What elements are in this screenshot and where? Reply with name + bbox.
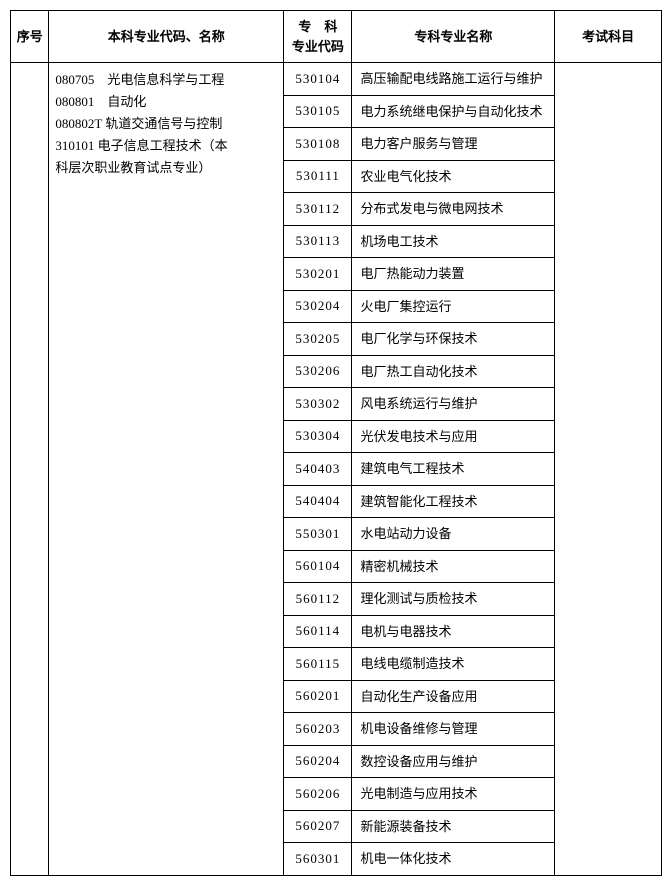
specialty-code: 530201	[284, 258, 352, 291]
specialty-code: 530113	[284, 225, 352, 258]
specialty-name: 电厂热能动力装置	[352, 258, 555, 291]
specialty-name: 机电一体化技术	[352, 843, 555, 876]
specialty-name: 高压输配电线路施工运行与维护	[352, 63, 555, 96]
specialty-code: 530108	[284, 128, 352, 161]
specialty-name: 机场电工技术	[352, 225, 555, 258]
specialty-name: 水电站动力设备	[352, 518, 555, 551]
specialty-code: 560204	[284, 745, 352, 778]
specialty-name: 建筑智能化工程技术	[352, 485, 555, 518]
specialty-name: 光伏发电技术与应用	[352, 420, 555, 453]
bachelor-line: 310101 电子信息工程技术（本	[55, 135, 277, 157]
specialty-code: 530104	[284, 63, 352, 96]
specialty-code: 540403	[284, 453, 352, 486]
table-row: 080705 光电信息科学与工程080801 自动化080802T 轨道交通信号…	[11, 63, 662, 96]
specialty-name: 电厂化学与环保技术	[352, 323, 555, 356]
specialty-name: 理化测试与质检技术	[352, 583, 555, 616]
specialty-code: 560203	[284, 713, 352, 746]
specialty-code: 550301	[284, 518, 352, 551]
specialty-name: 电线电缆制造技术	[352, 648, 555, 681]
specialty-code: 530111	[284, 160, 352, 193]
specialty-code: 560104	[284, 550, 352, 583]
specialty-code: 560114	[284, 615, 352, 648]
table-header-row: 序号 本科专业代码、名称 专 科 专业代码 专科专业名称 考试科目	[11, 11, 662, 63]
specialty-name: 光电制造与应用技术	[352, 778, 555, 811]
specialty-name: 建筑电气工程技术	[352, 453, 555, 486]
specialty-code: 530302	[284, 388, 352, 421]
specialty-code: 560206	[284, 778, 352, 811]
major-mapping-table: 序号 本科专业代码、名称 专 科 专业代码 专科专业名称 考试科目 080705…	[10, 10, 662, 876]
specialty-code: 560301	[284, 843, 352, 876]
specialty-code: 540404	[284, 485, 352, 518]
exam-cell	[555, 63, 662, 876]
specialty-name: 风电系统运行与维护	[352, 388, 555, 421]
specialty-code: 530105	[284, 95, 352, 128]
specialty-code: 530304	[284, 420, 352, 453]
specialty-name: 电机与电器技术	[352, 615, 555, 648]
specialty-name: 火电厂集控运行	[352, 290, 555, 323]
specialty-code: 530204	[284, 290, 352, 323]
specialty-code: 560201	[284, 680, 352, 713]
specialty-name: 数控设备应用与维护	[352, 745, 555, 778]
specialty-name: 农业电气化技术	[352, 160, 555, 193]
bachelor-line: 科层次职业教育试点专业）	[55, 157, 277, 179]
header-code: 专 科 专业代码	[284, 11, 352, 63]
bachelor-cell: 080705 光电信息科学与工程080801 自动化080802T 轨道交通信号…	[49, 63, 284, 876]
specialty-name: 分布式发电与微电网技术	[352, 193, 555, 226]
bachelor-line: 080802T 轨道交通信号与控制	[55, 113, 277, 135]
specialty-code: 530206	[284, 355, 352, 388]
seq-cell	[11, 63, 49, 876]
bachelor-line: 080801 自动化	[55, 91, 277, 113]
specialty-name: 电力系统继电保护与自动化技术	[352, 95, 555, 128]
bachelor-line: 080705 光电信息科学与工程	[55, 69, 277, 91]
specialty-name: 机电设备维修与管理	[352, 713, 555, 746]
header-seq: 序号	[11, 11, 49, 63]
specialty-name: 精密机械技术	[352, 550, 555, 583]
specialty-code: 560112	[284, 583, 352, 616]
specialty-name: 电力客户服务与管理	[352, 128, 555, 161]
header-bachelor: 本科专业代码、名称	[49, 11, 284, 63]
header-name: 专科专业名称	[352, 11, 555, 63]
specialty-code: 530205	[284, 323, 352, 356]
specialty-name: 电厂热工自动化技术	[352, 355, 555, 388]
specialty-code: 560115	[284, 648, 352, 681]
specialty-name: 新能源装备技术	[352, 810, 555, 843]
table-body: 080705 光电信息科学与工程080801 自动化080802T 轨道交通信号…	[11, 63, 662, 876]
specialty-name: 自动化生产设备应用	[352, 680, 555, 713]
header-exam: 考试科目	[555, 11, 662, 63]
specialty-code: 530112	[284, 193, 352, 226]
specialty-code: 560207	[284, 810, 352, 843]
